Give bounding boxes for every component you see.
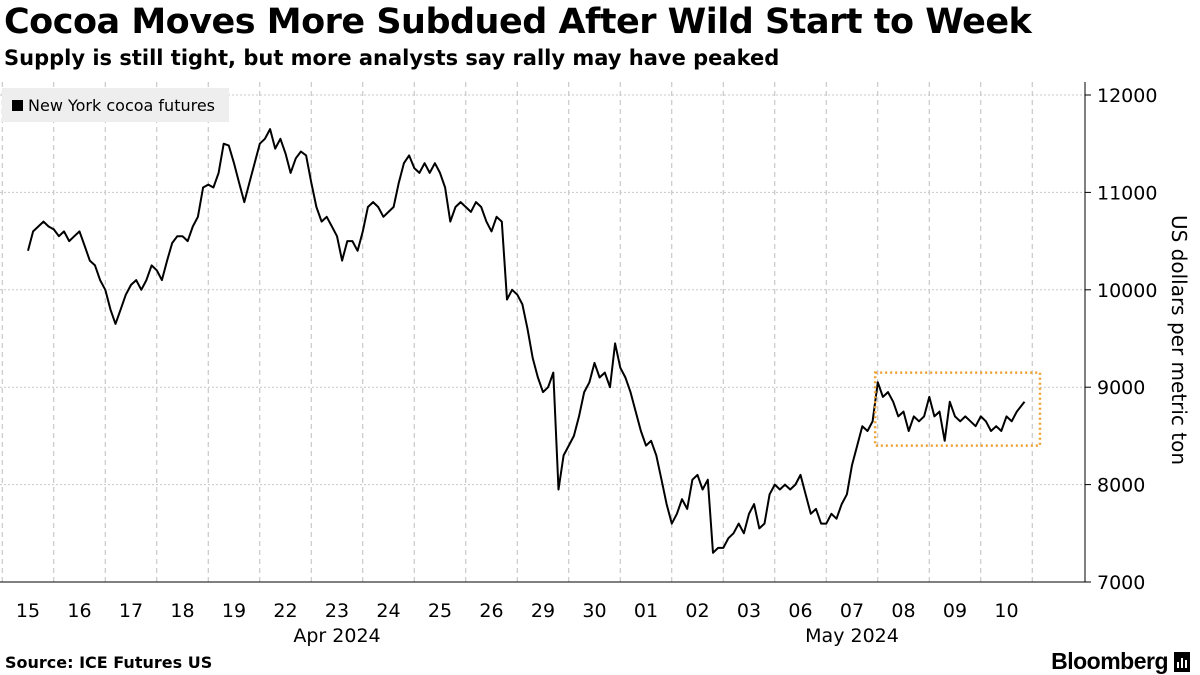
x-tick-label: 24: [376, 600, 400, 622]
x-tick-label: 03: [737, 600, 761, 622]
legend-swatch: [12, 99, 23, 111]
x-axis: 15 16 17 18 19 22 23 24 25 26 29 30 01 02 03 06 07 08 09 10…: [16, 600, 1019, 647]
brand-logo: Bloomberg: [1051, 648, 1190, 675]
bloomberg-terminal-icon: [1174, 651, 1190, 672]
x-tick-label: 02: [685, 600, 709, 622]
highlight-box: [873, 371, 1042, 447]
x-tick-label: 30: [582, 600, 606, 622]
x-tick-label: 18: [170, 600, 194, 622]
x-tick-label: 23: [325, 600, 349, 622]
y-tick-label: 10000: [1097, 280, 1157, 302]
y-axis: 12000 11000 10000 9000 8000 7000 US dollars pe…: [1084, 82, 1191, 594]
x-tick-label: 15: [16, 600, 40, 622]
y-tick-label: 7000: [1097, 572, 1145, 594]
chart-subtitle: Supply is still tight, but more analysts…: [4, 46, 780, 70]
x-tick-label: 09: [943, 600, 967, 622]
source-note: Source: ICE Futures US: [5, 653, 213, 672]
series-line-cocoa-futures: [27, 128, 1026, 554]
x-tick-label: 25: [428, 600, 452, 622]
y-tick-label: 12000: [1097, 85, 1157, 107]
x-tick-label: 08: [891, 600, 915, 622]
x-tick-label: 26: [479, 600, 503, 622]
x-tick-label: 19: [222, 600, 246, 622]
legend: New York cocoa futures: [2, 88, 229, 122]
x-tick-label: 16: [67, 600, 91, 622]
horizontal-gridlines: [0, 94, 1085, 583]
brand-name: Bloomberg: [1051, 648, 1168, 674]
month-label: Apr 2024: [293, 625, 380, 647]
y-axis-label: US dollars per metric ton: [1167, 215, 1191, 465]
x-tick-label: 10: [994, 600, 1018, 622]
month-label: May 2024: [805, 625, 899, 647]
legend-entry-label: New York cocoa futures: [28, 95, 216, 115]
annotation-layer: [873, 371, 1042, 447]
x-tick-label: 07: [840, 600, 864, 622]
y-tick-label: 11000: [1097, 182, 1157, 204]
x-tick-label: 29: [531, 600, 555, 622]
x-tick-label: 06: [788, 600, 812, 622]
x-tick-label: 22: [273, 600, 297, 622]
vertical-gridlines: [1, 82, 1033, 582]
chart-title: Cocoa Moves More Subdued After Wild Star…: [4, 2, 1032, 42]
series-layer: [27, 128, 1026, 554]
y-tick-label: 9000: [1097, 377, 1145, 399]
y-tick-label: 8000: [1097, 475, 1145, 497]
x-tick-label: 17: [119, 600, 143, 622]
x-tick-label: 01: [634, 600, 658, 622]
